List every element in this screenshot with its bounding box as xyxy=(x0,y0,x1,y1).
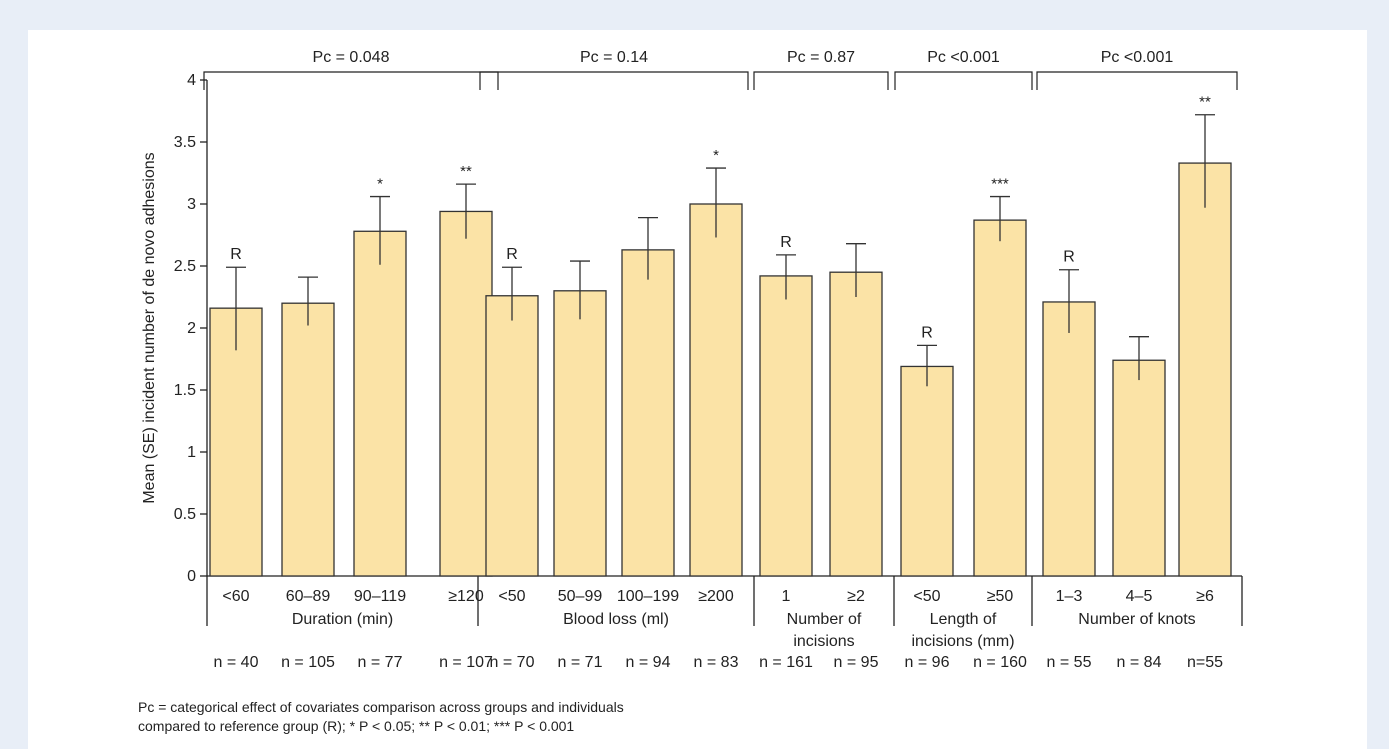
footnote-line-1: Pc = categorical effect of covariates co… xyxy=(138,699,624,715)
y-tick-label: 4 xyxy=(187,72,196,89)
y-tick-label: 1 xyxy=(187,444,196,461)
bar xyxy=(621,249,675,577)
n-label: n = 96 xyxy=(905,654,950,670)
category-label: 1–3 xyxy=(1056,588,1083,605)
category-label: 60–89 xyxy=(286,588,331,605)
y-tick-label: 0.5 xyxy=(174,506,196,523)
bar-chart: 0 0.5 1 1.5 2 2.5 3 3.5 4 Mean (SE) incident numb… xyxy=(141,49,1243,670)
pc-bracket xyxy=(203,71,499,90)
pc-bracket xyxy=(1036,71,1238,90)
group-label: incisions (mm) xyxy=(911,633,1014,650)
footnote: Pc = categorical effect of covariates co… xyxy=(138,698,624,736)
n-label: n = 71 xyxy=(558,654,603,670)
pc-label: Pc = 0.048 xyxy=(313,49,390,66)
pc-label: Pc <0.001 xyxy=(1101,49,1174,66)
y-axis-label: Mean (SE) incident number of de novo adh… xyxy=(141,152,158,503)
category-label: 100–199 xyxy=(617,588,679,605)
group-label: Length of xyxy=(930,611,997,628)
n-label: n = 70 xyxy=(490,654,535,670)
bar xyxy=(973,219,1027,577)
category-label: <50 xyxy=(498,588,525,605)
significance-marker: R xyxy=(1063,249,1075,266)
category-label: ≥6 xyxy=(1196,588,1214,605)
significance-marker: R xyxy=(506,246,518,263)
pc-label: Pc = 0.14 xyxy=(580,49,648,66)
bar xyxy=(553,290,607,577)
significance-marker: R xyxy=(230,246,242,263)
category-label: 4–5 xyxy=(1126,588,1153,605)
category-label: <50 xyxy=(913,588,940,605)
category-label: ≥2 xyxy=(847,588,865,605)
group-label: Blood loss (ml) xyxy=(563,611,669,628)
significance-marker: ** xyxy=(460,163,472,180)
pc-bracket xyxy=(753,71,889,90)
pc-label: Pc = 0.87 xyxy=(787,49,855,66)
category-label: ≥200 xyxy=(698,588,734,605)
group-label: Number of xyxy=(787,611,862,628)
significance-marker: R xyxy=(780,234,792,251)
y-tick-label: 3 xyxy=(187,196,196,213)
y-tick-label: 3.5 xyxy=(174,134,196,151)
y-tick-label: 1.5 xyxy=(174,382,196,399)
bar xyxy=(439,210,493,577)
n-label: n = 160 xyxy=(973,654,1027,670)
category-label: <60 xyxy=(222,588,249,605)
group-label: Number of knots xyxy=(1078,611,1195,628)
n-label: n = 105 xyxy=(281,654,335,670)
bar xyxy=(209,307,263,577)
significance-marker: * xyxy=(377,176,383,193)
bar xyxy=(900,365,954,577)
n-label: n = 77 xyxy=(358,654,403,670)
bar xyxy=(353,230,407,577)
footnote-line-2: compared to reference group (R); * P < 0… xyxy=(138,718,575,734)
n-label: n = 161 xyxy=(759,654,813,670)
bar xyxy=(1042,301,1096,577)
group-label: Duration (min) xyxy=(292,611,393,628)
y-tick-label: 2.5 xyxy=(174,258,196,275)
pc-label: Pc <0.001 xyxy=(927,49,1000,66)
pc-bracket xyxy=(894,71,1033,90)
y-tick-label: 2 xyxy=(187,320,196,337)
group-label: incisions xyxy=(793,633,854,650)
category-label: ≥120 xyxy=(448,588,484,605)
pc-bracket xyxy=(479,71,749,90)
n-label: n = 55 xyxy=(1047,654,1092,670)
bar xyxy=(759,275,813,577)
significance-marker: * xyxy=(713,147,719,164)
category-label: ≥50 xyxy=(987,588,1014,605)
n-label: n = 94 xyxy=(626,654,671,670)
bar xyxy=(689,203,743,577)
bar xyxy=(485,295,539,577)
n-label: n = 107 xyxy=(439,654,493,670)
category-label: 1 xyxy=(782,588,791,605)
bar xyxy=(281,302,335,577)
significance-marker: *** xyxy=(991,176,1009,193)
bar xyxy=(1112,359,1166,577)
n-label: n = 95 xyxy=(834,654,879,670)
significance-marker: R xyxy=(921,324,933,341)
bar xyxy=(1178,162,1232,577)
n-label: n = 83 xyxy=(694,654,739,670)
n-label: n = 40 xyxy=(214,654,259,670)
significance-marker: ** xyxy=(1199,94,1211,111)
category-label: 90–119 xyxy=(354,588,406,605)
figure-panel: 0 0.5 1 1.5 2 2.5 3 3.5 4 Mean (SE) incident numb… xyxy=(28,30,1367,749)
category-label: 50–99 xyxy=(558,588,603,605)
n-label: n=55 xyxy=(1187,654,1223,670)
n-label: n = 84 xyxy=(1117,654,1162,670)
y-tick-label: 0 xyxy=(187,568,196,585)
bar xyxy=(829,271,883,577)
